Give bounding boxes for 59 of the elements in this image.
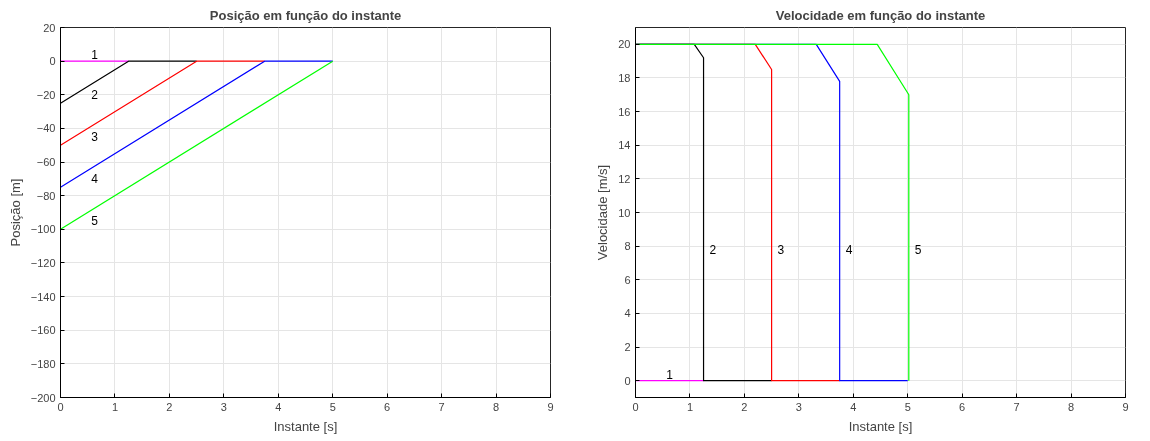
x-tick-label: 2	[166, 400, 173, 413]
annotation: 4	[91, 172, 99, 187]
x-tick-label: 5	[904, 400, 911, 413]
x-tick-label: 7	[438, 400, 445, 413]
x-axis-title: Instante [s]	[848, 418, 913, 434]
annotation: 3	[777, 243, 785, 257]
y-tick-label: 16	[618, 105, 631, 118]
y-tick-label: 6	[624, 273, 631, 286]
chart-title: Velocidade em função do instante	[775, 7, 986, 23]
x-tick-label: 4	[275, 400, 282, 413]
x-tick-label: 6	[384, 400, 391, 413]
y-axis-title: Posição [m]	[7, 178, 23, 247]
x-tick-label: 3	[220, 400, 227, 413]
annotation: 4	[845, 243, 853, 257]
annotation: 1	[91, 48, 99, 63]
y-tick-label: 18	[618, 71, 631, 84]
x-tick-label: 2	[741, 400, 748, 413]
y-tick-label: −20	[36, 88, 56, 101]
y-tick-label: 20	[618, 38, 631, 51]
y-tick-label: 20	[43, 21, 56, 34]
y-tick-label: 0	[49, 55, 56, 68]
annotation: 2	[709, 243, 717, 257]
annotation: 5	[914, 243, 922, 257]
x-axis-title: Instante [s]	[273, 418, 338, 434]
annotation: 3	[91, 130, 99, 145]
x-tick-label: 4	[850, 400, 857, 413]
x-tick-label: 3	[795, 400, 802, 413]
x-tick-label: 8	[493, 400, 500, 413]
annotation: 5	[91, 214, 99, 229]
y-tick-label: 0	[624, 374, 631, 387]
y-tick-label: 2	[624, 341, 631, 354]
x-tick-label: 7	[1013, 400, 1020, 413]
y-tick-label: 14	[618, 139, 631, 152]
y-tick-label: −120	[30, 256, 56, 269]
y-tick-label: −80	[36, 189, 56, 202]
x-tick-label: 6	[959, 400, 966, 413]
x-tick-label: 0	[632, 400, 639, 413]
y-tick-label: 8	[624, 240, 631, 253]
y-tick-label: −60	[36, 156, 56, 169]
chart-title: Posição em função do instante	[209, 7, 402, 23]
y-tick-label: −160	[30, 324, 56, 337]
y-tick-label: 12	[618, 172, 631, 185]
y-tick-label: −100	[30, 223, 56, 236]
y-tick-label: −180	[30, 357, 56, 370]
x-tick-label: 5	[329, 400, 336, 413]
y-axis-title: Velocidade [m/s]	[595, 164, 611, 261]
y-tick-label: 4	[624, 307, 631, 320]
x-tick-label: 9	[1122, 400, 1129, 413]
x-tick-label: 0	[57, 400, 64, 413]
y-tick-label: −40	[36, 122, 56, 135]
annotation: 1	[666, 367, 674, 382]
x-tick-label: 9	[547, 400, 554, 413]
y-tick-label: −200	[30, 391, 56, 404]
x-tick-label: 8	[1068, 400, 1075, 413]
y-tick-label: 10	[618, 206, 631, 219]
x-tick-label: 1	[686, 400, 694, 413]
annotation: 2	[91, 88, 99, 103]
y-tick-label: −140	[30, 290, 56, 303]
x-tick-label: 1	[111, 400, 119, 413]
